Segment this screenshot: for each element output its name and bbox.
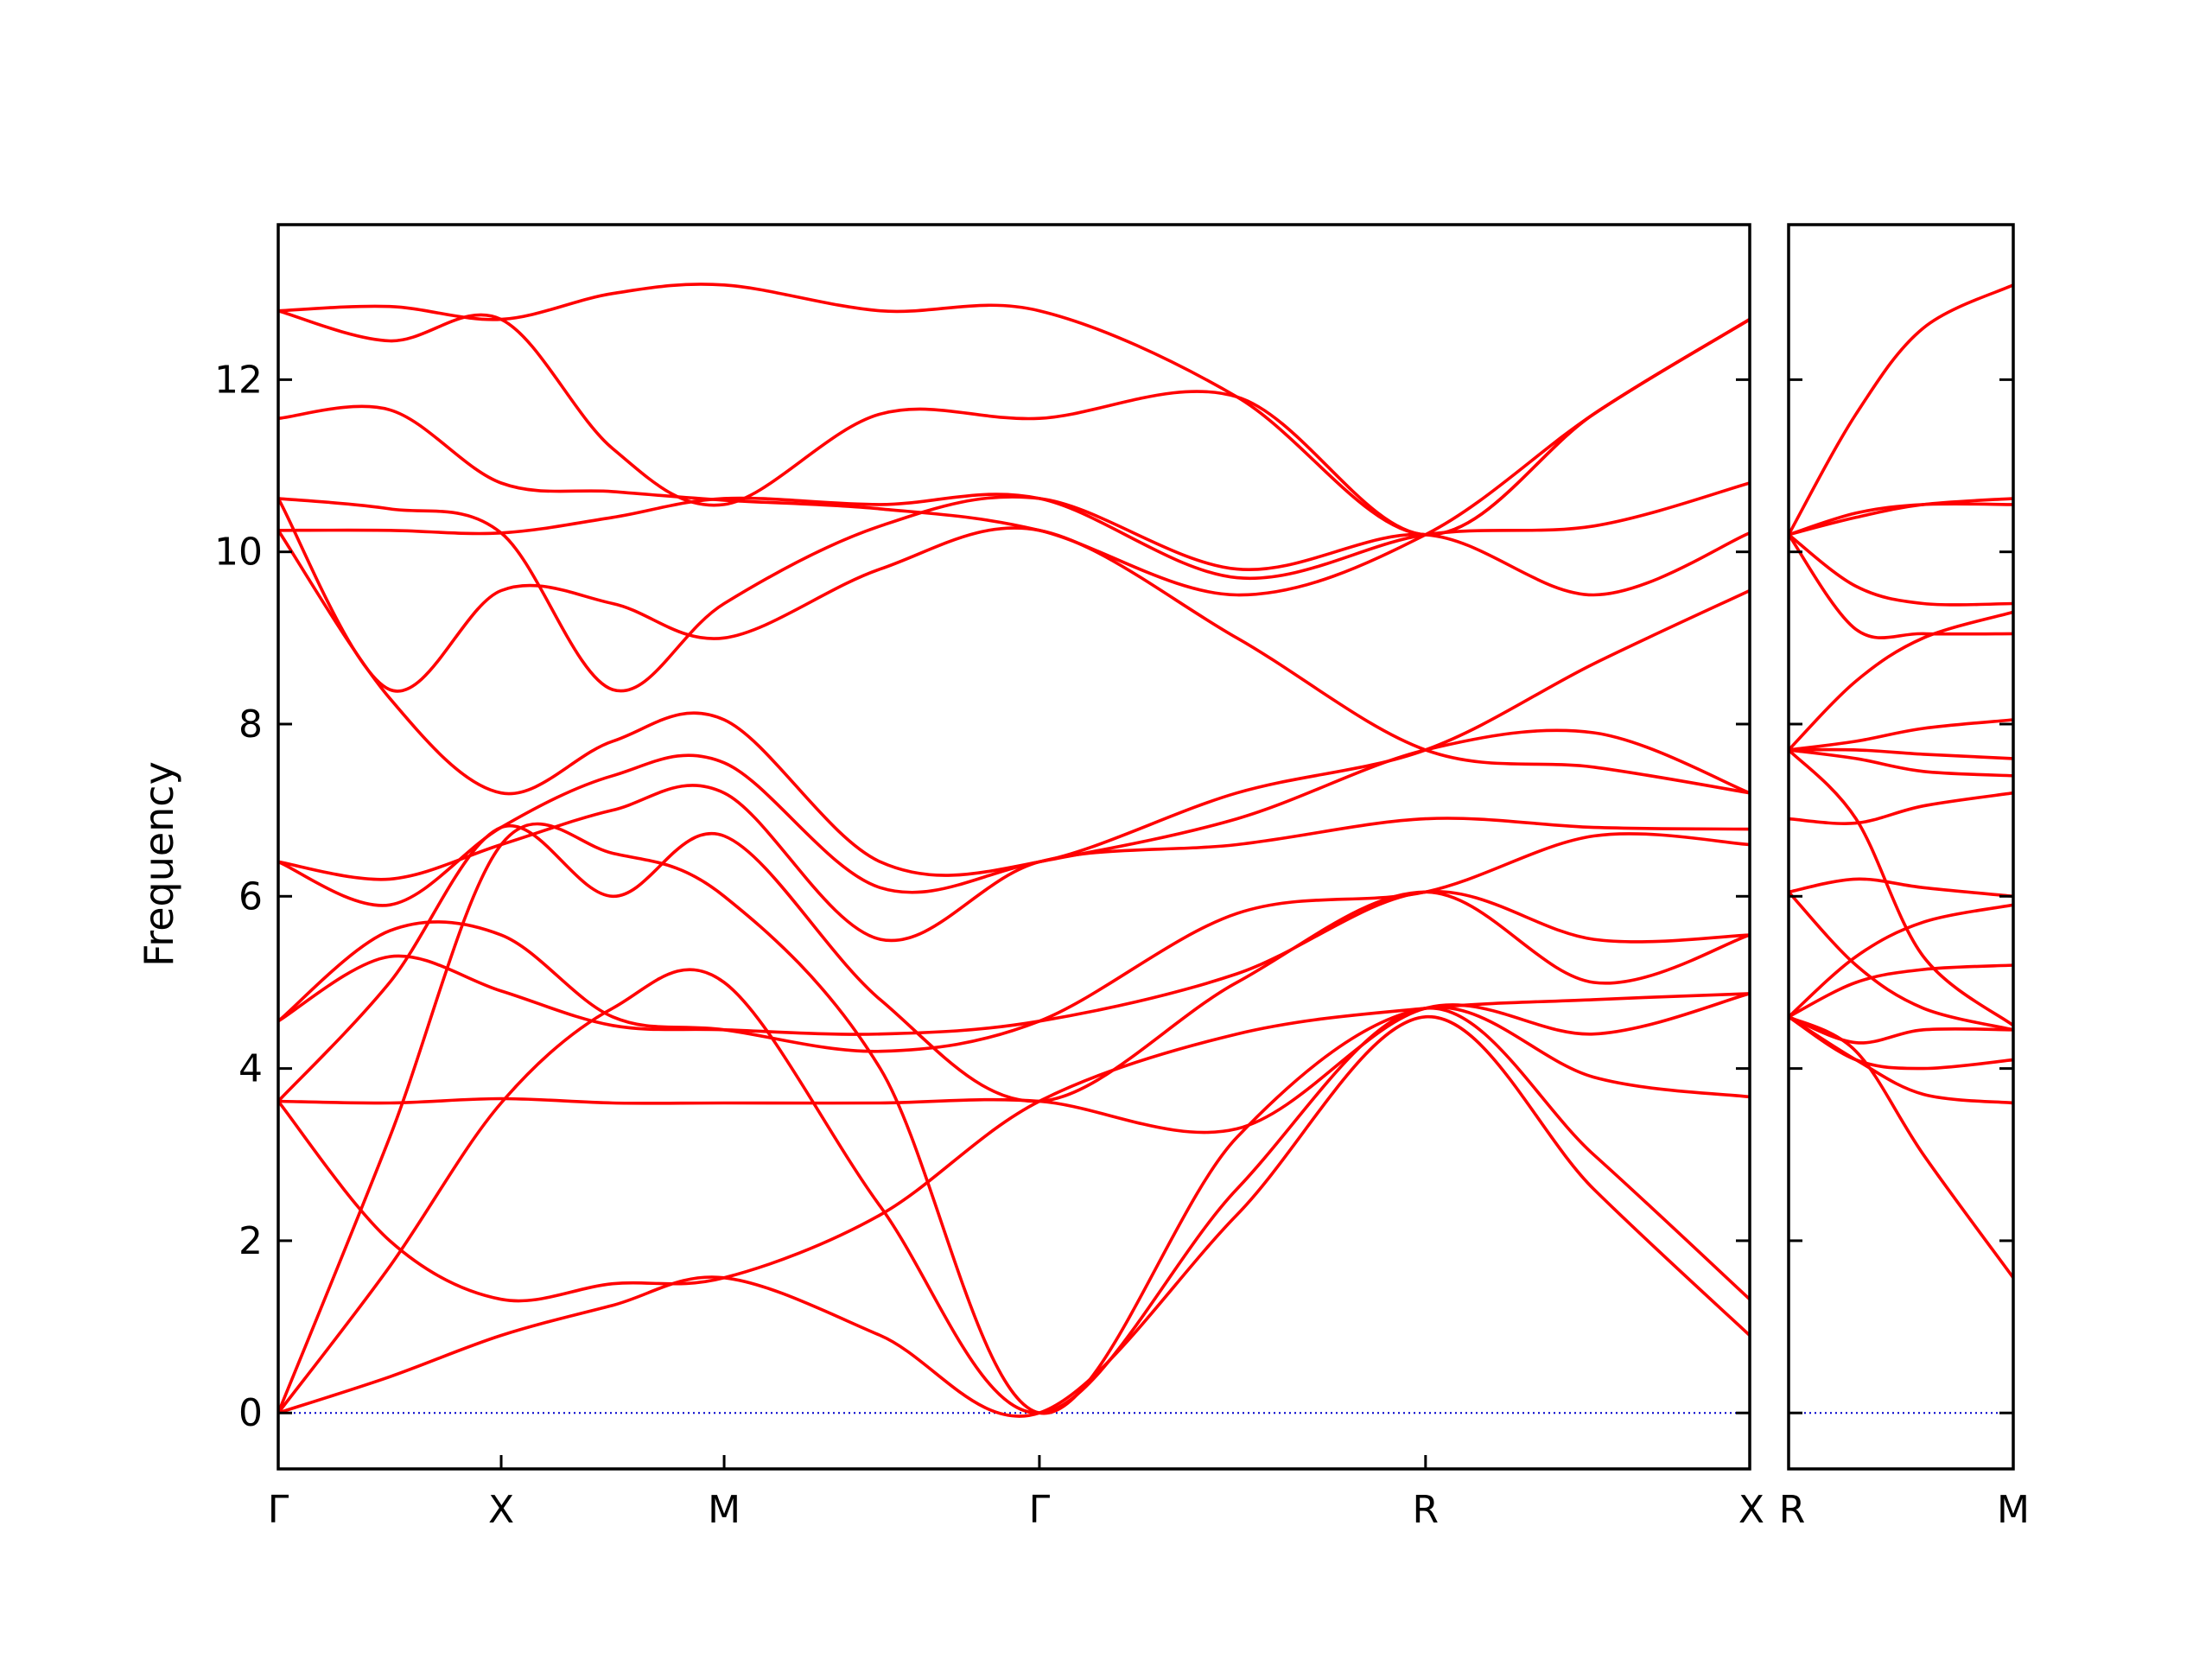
- y-tick-label: 0: [238, 1391, 263, 1435]
- side-band-10: [1789, 748, 2013, 1027]
- main-band-8: [278, 832, 1750, 1053]
- main-band-2: [278, 968, 1750, 1415]
- y-tick-label: 12: [214, 358, 263, 402]
- main-band-1: [278, 1014, 1750, 1418]
- side-band-12: [1789, 747, 2013, 760]
- y-tick-label: 8: [238, 702, 263, 747]
- side-panel-bands: [1789, 283, 2013, 1414]
- main-band-14: [278, 481, 1750, 581]
- main-band-9: [278, 784, 1750, 943]
- main-panel-bands: [278, 283, 1750, 1418]
- main-band-5: [278, 992, 1750, 1135]
- main-band-10: [278, 728, 1750, 907]
- side-band-13: [1789, 718, 2013, 752]
- main-band-16: [278, 308, 1750, 537]
- side-band-7: [1789, 890, 2013, 1032]
- x-tick-label: R: [1413, 1488, 1440, 1532]
- side-band-18: [1789, 497, 2013, 537]
- side-band-1: [1789, 1015, 2013, 1280]
- side-band-16: [1789, 533, 2013, 607]
- main-band-6: [278, 823, 1750, 1103]
- main-band-7: [278, 889, 1750, 1036]
- y-tick-label: 4: [238, 1047, 263, 1091]
- x-tick-label: Γ: [1029, 1488, 1051, 1532]
- side-band-17: [1789, 502, 2013, 537]
- main-frame: [276, 223, 1751, 1471]
- main-band-17: [278, 283, 1750, 537]
- main-panel: 0 2 4 6 8 10 12 Γ X M Γ R X: [214, 223, 1764, 1532]
- side-band-6: [1789, 903, 2013, 1019]
- y-tick-label: 10: [214, 531, 263, 575]
- main-band-3: [278, 822, 1750, 1415]
- side-band-4: [1789, 1015, 2013, 1045]
- main-band-11: [278, 529, 1750, 877]
- y-tick-label: 2: [238, 1219, 263, 1263]
- main-panel-axes: 0 2 4 6 8 10 12 Γ X M Γ R X: [214, 223, 1764, 1532]
- y-axis-label: Frequency: [136, 761, 182, 967]
- side-band-15: [1789, 533, 2013, 639]
- side-band-3: [1789, 1015, 2013, 1071]
- side-band-9: [1789, 791, 2013, 825]
- side-band-11: [1789, 748, 2013, 778]
- side-band-14: [1789, 610, 2013, 752]
- x-tick-label: R: [1779, 1488, 1806, 1532]
- y-tick-label: 6: [238, 874, 263, 918]
- x-tick-label: M: [1997, 1488, 2030, 1532]
- x-tick-label: X: [1738, 1488, 1764, 1532]
- x-tick-label: X: [488, 1488, 514, 1532]
- main-band-4: [278, 992, 1750, 1303]
- main-band-15: [278, 317, 1750, 597]
- side-band-19: [1789, 283, 2013, 537]
- x-tick-label: Γ: [268, 1488, 289, 1532]
- side-band-8: [1789, 877, 2013, 899]
- side-frame: [1787, 223, 2015, 1471]
- main-band-12: [278, 497, 1750, 795]
- x-tick-label: M: [708, 1488, 741, 1532]
- side-band-5: [1789, 963, 2013, 1019]
